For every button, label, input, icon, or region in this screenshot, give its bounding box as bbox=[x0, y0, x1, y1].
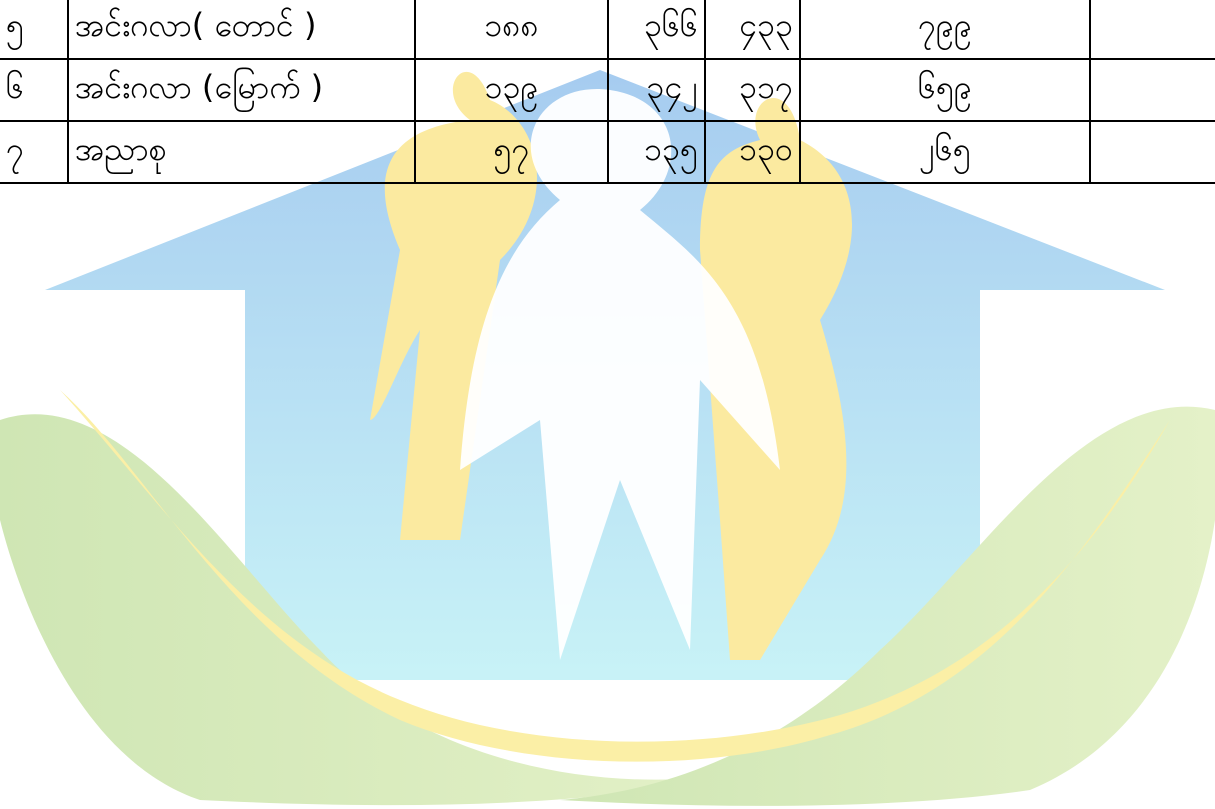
total-count: ၂၆၅ bbox=[799, 120, 1091, 184]
data-table: ၅အင်းဂလာ( တောင် ) ၁၈၈ ၃၆၆ ၄၃၃ ၇၉၉၆အင်းဂလာ (မ… bbox=[0, 0, 1215, 184]
female-count: ၁၃၀ bbox=[704, 120, 801, 184]
count: ၅၇ bbox=[414, 120, 609, 184]
count: ၁၃၉ bbox=[414, 58, 609, 122]
count: ၁၈၈ bbox=[414, 0, 609, 60]
empty-cell bbox=[1089, 58, 1215, 122]
total-count: ၇၉၉ bbox=[799, 0, 1091, 60]
table-row: ၇အညာစု ၅၇ ၁၃၅ ၁၃၀ ၂၆၅ bbox=[0, 120, 1215, 184]
township-name: အင်းဂလာ (မြောက် ) bbox=[67, 58, 416, 122]
female-count: ၃၁၇ bbox=[704, 58, 801, 122]
row-number: ၆ bbox=[0, 58, 69, 122]
row-number: ၅ bbox=[0, 0, 69, 60]
township-name: အင်းဂလာ( တောင် ) bbox=[67, 0, 416, 60]
empty-cell bbox=[1089, 120, 1215, 184]
male-count: ၃၄၂ bbox=[607, 58, 706, 122]
male-count: ၃၆၆ bbox=[607, 0, 706, 60]
table-row: ၅အင်းဂလာ( တောင် ) ၁၈၈ ၃၆၆ ၄၃၃ ၇၉၉ bbox=[0, 0, 1215, 60]
table-row: ၆အင်းဂလာ (မြောက် ) ၁၃၉ ၃၄၂ ၃၁၇ ၆၅၉ bbox=[0, 58, 1215, 122]
township-name: အညာစု bbox=[67, 120, 416, 184]
female-count: ၄၃၃ bbox=[704, 0, 801, 60]
male-count: ၁၃၅ bbox=[607, 120, 706, 184]
total-count: ၆၅၉ bbox=[799, 58, 1091, 122]
table-body: ၅အင်းဂလာ( တောင် ) ၁၈၈ ၃၆၆ ၄၃၃ ၇၉၉၆အင်းဂလာ (မ… bbox=[0, 0, 1215, 184]
empty-cell bbox=[1089, 0, 1215, 60]
row-number: ၇ bbox=[0, 120, 69, 184]
